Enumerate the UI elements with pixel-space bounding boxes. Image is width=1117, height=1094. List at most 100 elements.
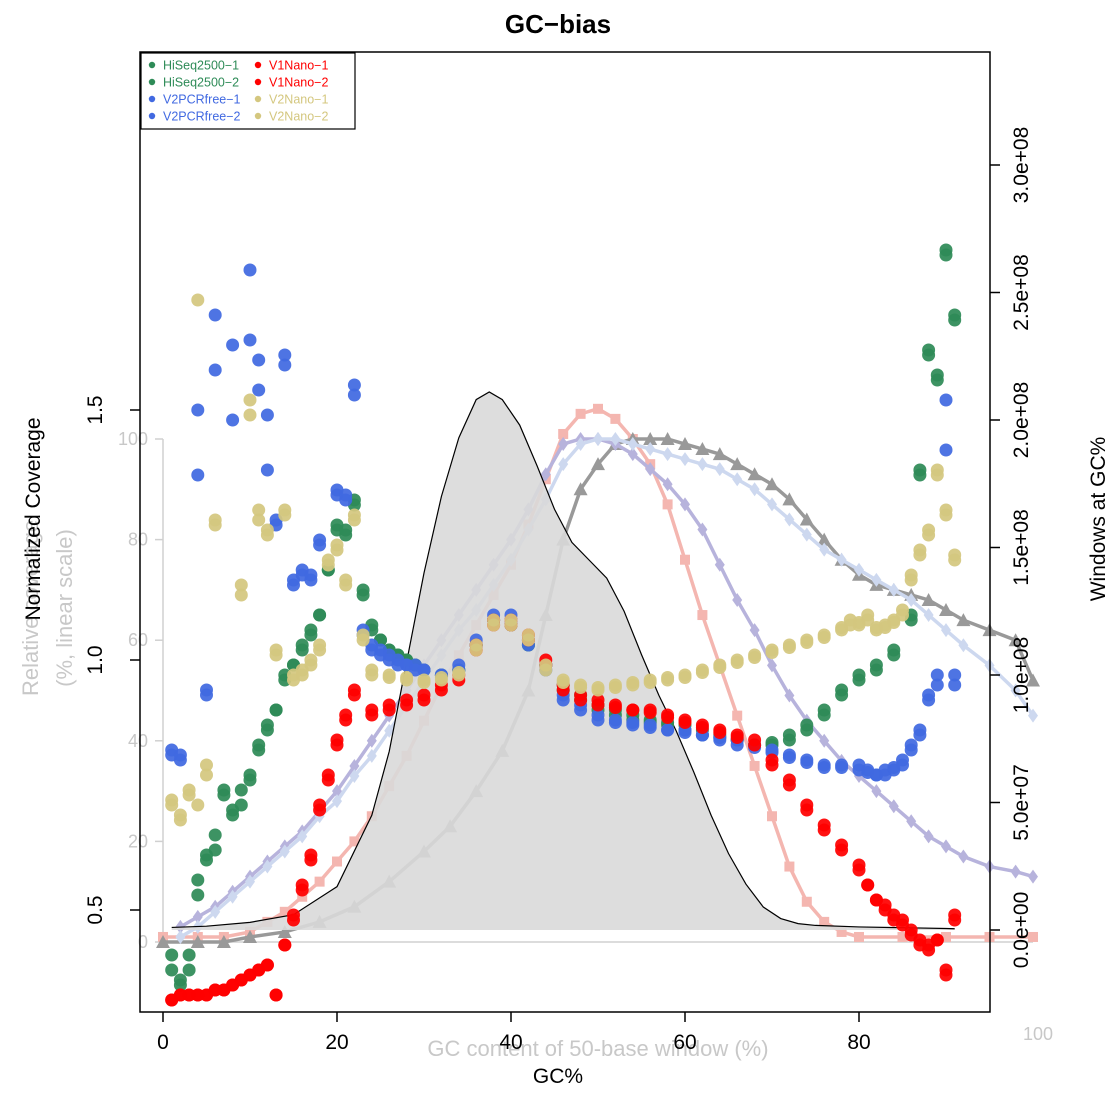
data-point bbox=[504, 613, 518, 627]
legend-label: HiSeq2500−2 bbox=[163, 76, 239, 90]
data-point bbox=[904, 743, 918, 757]
data-point bbox=[243, 263, 257, 277]
data-point bbox=[191, 798, 205, 812]
overlay-diamond-marker bbox=[262, 859, 273, 874]
overlay-square-marker bbox=[575, 408, 586, 419]
data-point bbox=[269, 988, 283, 1002]
overlay-diamond-marker bbox=[784, 512, 795, 527]
data-point bbox=[643, 676, 657, 689]
data-point bbox=[817, 823, 831, 837]
legend-marker bbox=[148, 112, 156, 120]
overlay-square-marker bbox=[297, 891, 308, 902]
data-point bbox=[948, 308, 962, 322]
overlay-square-marker bbox=[662, 499, 673, 510]
data-point bbox=[948, 678, 962, 692]
data-point bbox=[313, 638, 327, 652]
data-point bbox=[948, 553, 962, 567]
overlay-diamond-marker bbox=[558, 437, 569, 452]
x-tick-label: 60 bbox=[673, 1031, 696, 1054]
data-point bbox=[260, 463, 274, 477]
overlay-square-marker bbox=[732, 710, 743, 721]
overlay-diamond-marker bbox=[888, 582, 899, 597]
overlay-diamond-marker bbox=[767, 497, 777, 512]
overlay-diamond-marker bbox=[836, 552, 847, 567]
y2-tick-label: 5.0e+07 bbox=[1010, 764, 1033, 841]
data-point bbox=[939, 508, 953, 522]
overlay-diamond-marker bbox=[749, 623, 760, 638]
data-point bbox=[835, 843, 849, 857]
overlay-diamond-marker bbox=[871, 572, 882, 587]
data-point bbox=[782, 728, 796, 742]
data-point bbox=[922, 343, 936, 357]
data-point bbox=[695, 721, 709, 734]
data-point bbox=[730, 656, 744, 669]
overlay-diamond-marker bbox=[906, 814, 917, 829]
data-point bbox=[165, 798, 179, 812]
data-point bbox=[208, 518, 222, 532]
data-point bbox=[817, 761, 831, 774]
overlay-diamond-marker bbox=[941, 623, 951, 638]
data-point bbox=[678, 726, 692, 739]
overlay-diamond-marker bbox=[627, 447, 638, 462]
data-point bbox=[861, 613, 875, 627]
overlay-triangle-marker bbox=[591, 457, 605, 471]
data-point bbox=[782, 641, 796, 654]
overlay-diamond-marker bbox=[192, 909, 203, 924]
data-point bbox=[304, 568, 318, 582]
overlay-diamond-marker bbox=[854, 562, 864, 577]
coverage-points bbox=[165, 243, 962, 1007]
x-tick-label: 20 bbox=[325, 1031, 348, 1054]
data-point bbox=[321, 768, 335, 782]
overlay-triangle-marker bbox=[156, 935, 170, 948]
data-point bbox=[608, 681, 622, 694]
data-point bbox=[365, 668, 379, 682]
data-point bbox=[574, 693, 588, 707]
overlay-diamond-marker bbox=[784, 688, 795, 703]
overlay-square-marker bbox=[279, 906, 290, 917]
overlay-diamond-marker bbox=[332, 794, 342, 809]
overlay-diamond-marker bbox=[819, 542, 830, 557]
overlay-diamond-marker bbox=[749, 482, 760, 497]
data-point bbox=[243, 393, 257, 407]
data-point bbox=[356, 633, 370, 647]
data-point bbox=[930, 678, 944, 692]
data-point bbox=[304, 653, 318, 667]
data-point bbox=[234, 588, 248, 602]
overlay-triangle-marker bbox=[817, 532, 832, 546]
data-point bbox=[930, 468, 944, 482]
data-point bbox=[200, 768, 213, 782]
data-point bbox=[173, 813, 187, 827]
data-point bbox=[269, 703, 283, 717]
data-point bbox=[182, 948, 196, 962]
data-point bbox=[878, 903, 892, 917]
data-point bbox=[226, 413, 240, 427]
data-point bbox=[313, 608, 327, 622]
data-point bbox=[835, 683, 849, 697]
overlay-diamond-marker bbox=[662, 477, 673, 492]
overlay-diamond-marker bbox=[697, 457, 708, 472]
legend-label: V2Nano−2 bbox=[269, 110, 328, 124]
x-tick-label: 80 bbox=[847, 1031, 870, 1054]
data-point bbox=[782, 751, 796, 764]
overlay-diamond-marker bbox=[923, 829, 934, 844]
data-point bbox=[487, 618, 501, 632]
overlay-triangle-marker bbox=[712, 447, 727, 461]
overlay-diamond-marker bbox=[923, 608, 934, 623]
overlay-diamond-marker bbox=[645, 462, 656, 477]
data-point bbox=[922, 693, 936, 707]
legend-label: V1Nano−2 bbox=[269, 76, 328, 90]
overlay-y-axis-label-2: (%, linear scale) bbox=[52, 529, 77, 687]
data-point bbox=[321, 558, 335, 572]
data-point bbox=[304, 628, 318, 642]
overlay-triangle-marker bbox=[678, 437, 692, 451]
data-point bbox=[287, 573, 300, 587]
data-point bbox=[252, 513, 266, 527]
data-point bbox=[948, 668, 962, 682]
data-point bbox=[226, 338, 240, 352]
data-point bbox=[260, 718, 274, 732]
overlay-diamond-marker bbox=[888, 799, 899, 814]
y-tick-label: 1.0 bbox=[84, 645, 107, 674]
overlay-diamond-marker bbox=[1010, 864, 1021, 879]
